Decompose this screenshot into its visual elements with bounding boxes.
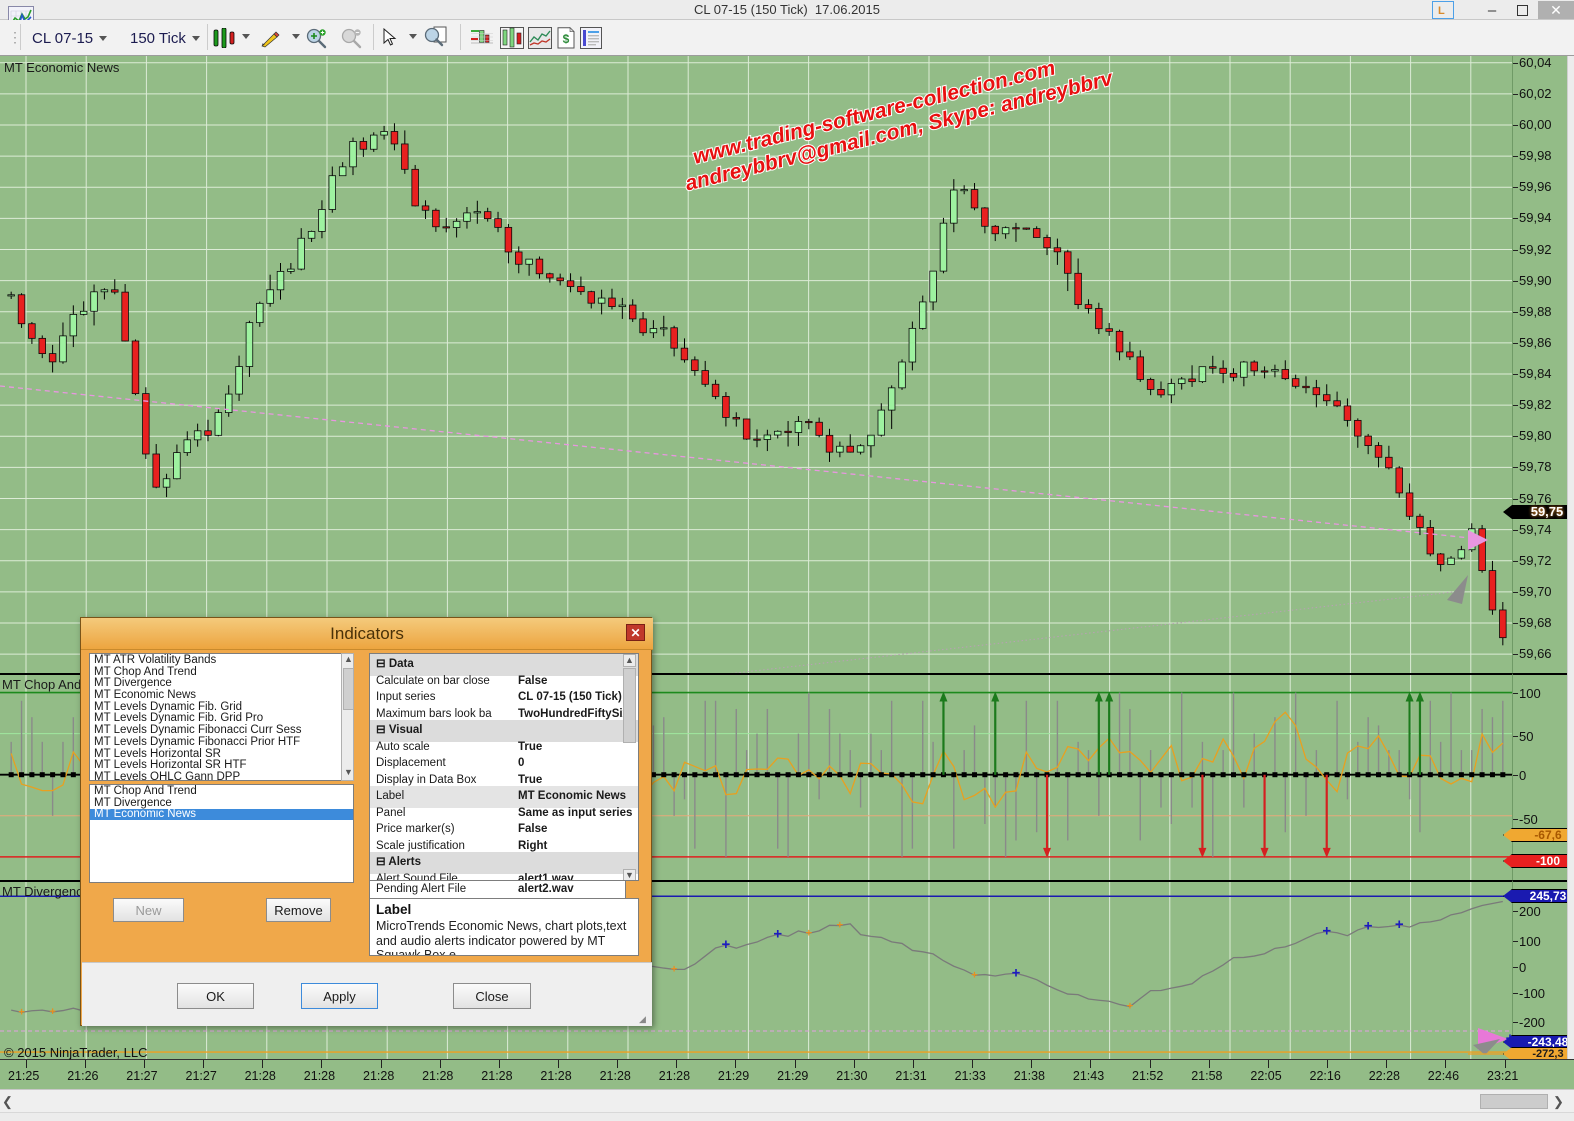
svg-text:+: +	[1012, 964, 1021, 981]
svg-text:+: +	[1322, 922, 1331, 939]
svg-text:+: +	[1364, 918, 1373, 935]
svg-text:+: +	[971, 969, 977, 981]
svg-text:+: +	[722, 936, 731, 953]
svg-text:+: +	[671, 963, 677, 975]
svg-text:+: +	[837, 920, 843, 932]
svg-text:+: +	[1395, 916, 1404, 933]
svg-text:+: +	[18, 1006, 24, 1018]
svg-text:+: +	[1127, 1001, 1133, 1013]
svg-text:+: +	[49, 1006, 55, 1018]
svg-text:$: $	[563, 32, 570, 46]
svg-text:L: L	[1438, 5, 1445, 17]
svg-text:+: +	[773, 925, 782, 942]
svg-text:+: +	[806, 927, 812, 939]
